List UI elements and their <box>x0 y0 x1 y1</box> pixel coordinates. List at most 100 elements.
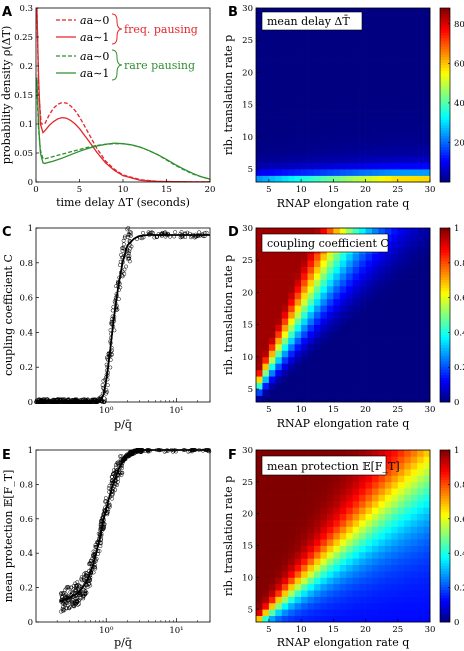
heatmap-cell <box>275 520 283 527</box>
heatmap-cell <box>268 583 276 591</box>
heatmap-cell <box>314 389 321 396</box>
heatmap-cell <box>423 539 431 546</box>
heatmap-cell <box>301 488 308 495</box>
heatmap-cell <box>288 91 296 99</box>
heatmap-cell <box>326 298 334 306</box>
scatter-point <box>127 232 132 237</box>
heatmap-cell <box>262 337 270 345</box>
heatmap-cell <box>268 577 276 585</box>
heatmap-cell <box>404 469 412 476</box>
heatmap-cell <box>281 266 289 274</box>
heatmap-cell <box>294 481 302 489</box>
heatmap-cell <box>326 311 334 319</box>
heatmap-cell <box>339 66 347 73</box>
colorbar-segment <box>440 238 450 242</box>
heatmap-cell <box>365 539 373 546</box>
scatter-point <box>116 297 121 301</box>
heatmap-cell <box>352 143 360 151</box>
heatmap-cell <box>410 162 418 170</box>
heatmap-cell <box>281 156 289 164</box>
heatmap-cell <box>346 53 354 60</box>
heatmap-cell <box>268 136 276 144</box>
heatmap-cell <box>372 228 379 235</box>
heatmap-cell <box>333 356 341 364</box>
heatmap-cell <box>365 14 373 22</box>
heatmap-cell <box>314 337 321 345</box>
heatmap-cell <box>352 162 360 170</box>
heatmap-cell <box>301 344 308 351</box>
heatmap-cell <box>268 162 276 170</box>
heatmap-cell <box>281 117 289 125</box>
heatmap-cell <box>301 253 308 261</box>
x-tick-label: 25 <box>392 405 403 415</box>
heatmap-cell <box>326 169 334 176</box>
heatmap-cell <box>352 602 360 610</box>
heatmap-cell <box>281 72 289 80</box>
heatmap-cell <box>404 20 412 28</box>
heatmap-cell <box>417 331 424 338</box>
heatmap-cell <box>372 513 379 521</box>
heatmap-cell <box>410 363 418 371</box>
colorbar-segment <box>440 380 450 384</box>
heatmap-cell <box>268 124 276 131</box>
heatmap-cell <box>326 363 334 371</box>
heatmap-cell <box>281 344 289 351</box>
heatmap-cell <box>288 266 296 274</box>
heatmap-cell <box>320 558 328 566</box>
heatmap-cell <box>352 130 360 138</box>
heatmap-cell <box>352 266 360 274</box>
heatmap-cell <box>410 298 418 306</box>
heatmap-cell <box>256 488 263 495</box>
heatmap-cell <box>275 571 283 578</box>
heatmap-cell <box>410 130 418 138</box>
heatmap-cell <box>397 8 405 15</box>
heatmap-cell <box>352 494 360 502</box>
heatmap-cell <box>320 292 328 300</box>
series-line-1 <box>36 7 210 183</box>
heatmap-cell <box>288 124 296 131</box>
heatmap-cell <box>275 266 283 274</box>
colorbar-segment <box>440 16 450 20</box>
colorbar-segment <box>440 293 450 297</box>
heatmap-cell <box>397 395 405 403</box>
colorbar-segment <box>440 228 450 232</box>
heatmap-cell <box>359 286 366 293</box>
heatmap-cell <box>352 558 360 566</box>
heatmap-cell <box>326 85 334 93</box>
heatmap-cell <box>326 609 334 616</box>
heatmap-cell <box>256 273 263 280</box>
heatmap-cell <box>333 311 341 319</box>
heatmap-cell <box>359 609 366 616</box>
series-line-0 <box>36 7 210 183</box>
heatmap-cell <box>307 494 315 502</box>
heatmap-cell <box>404 577 412 585</box>
scatter-point <box>127 259 132 264</box>
colorbar-tick-label: 0.6 <box>454 515 464 525</box>
heatmap-cell <box>268 318 276 326</box>
heatmap-cell <box>397 507 405 515</box>
heatmap-cell <box>301 520 308 527</box>
colorbar-segment <box>440 179 450 183</box>
heatmap-cell <box>365 590 373 597</box>
y-tick-label: 0.4 <box>19 549 33 559</box>
heatmap-cell <box>410 27 418 35</box>
heatmap-cell <box>288 104 296 112</box>
colorbar-segment <box>440 517 450 521</box>
heatmap-cell <box>359 266 366 274</box>
colorbar-segment <box>440 342 450 346</box>
heatmap-cell <box>410 356 418 364</box>
heatmap-cell <box>346 130 354 138</box>
heatmap-cell <box>352 481 360 489</box>
heatmap-cell <box>307 369 315 377</box>
heatmap-cell <box>268 104 276 112</box>
heatmap-cell <box>417 363 424 371</box>
heatmap-cell <box>301 298 308 306</box>
heatmap-cell <box>352 53 360 60</box>
heatmap-cell <box>307 111 315 118</box>
heatmap-cell <box>294 583 302 591</box>
heatmap-cell <box>262 27 270 35</box>
scatter-point <box>100 383 105 387</box>
y-tick-label: 0.25 <box>14 33 33 43</box>
heatmap-cell <box>423 240 431 248</box>
